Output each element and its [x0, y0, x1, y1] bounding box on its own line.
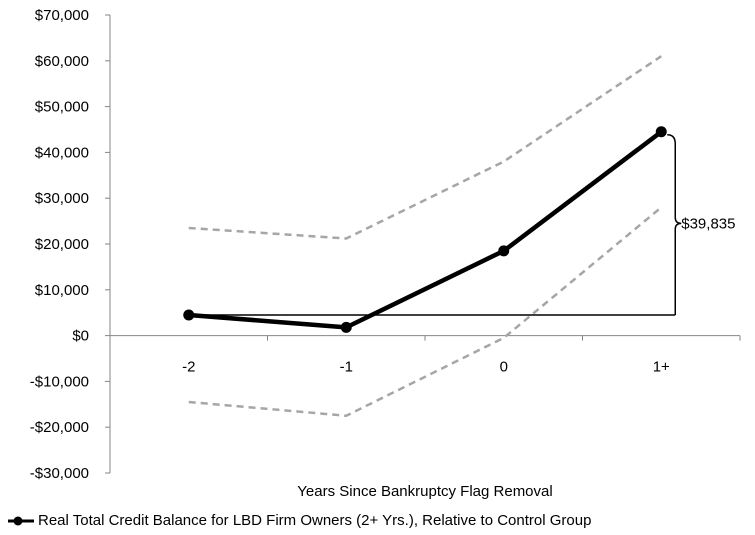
line-chart: $70,000 $60,000 $50,000 $40,000 $30,000 $20,0… — [30, 7, 741, 500]
lower-bound-line — [188, 206, 663, 418]
y-tick-label: -$30,000 — [30, 465, 89, 482]
y-tick-label: -$10,000 — [30, 373, 89, 390]
legend-series-marker — [8, 516, 34, 525]
y-tick-label: -$20,000 — [30, 419, 89, 436]
y-tick-label: $60,000 — [35, 53, 89, 70]
difference-bracket — [667, 134, 682, 315]
difference-label: $39,835 — [681, 215, 735, 232]
y-tick-label: $20,000 — [35, 236, 89, 253]
annotation-layer: $39,835 — [188, 134, 735, 316]
legend: Real Total Credit Balance for LBD Firm O… — [6, 512, 591, 529]
upper-bound-line — [188, 55, 662, 240]
x-axis-title: Years Since Bankruptcy Flag Removal — [297, 483, 552, 500]
y-tick-label: $70,000 — [35, 7, 89, 24]
x-tick-label: -1 — [340, 359, 353, 376]
x-tick-label: 1+ — [653, 359, 670, 376]
main-series-point — [340, 321, 352, 333]
y-tick-label: $40,000 — [35, 144, 89, 161]
series-layer — [183, 55, 667, 418]
legend-series-label: Real Total Credit Balance for LBD Firm O… — [38, 512, 592, 529]
main-series-line — [188, 129, 663, 330]
main-series-point — [655, 126, 667, 138]
x-tick-label: 0 — [500, 359, 508, 376]
y-tick-label: $50,000 — [35, 99, 89, 116]
chart-axes: $70,000 $60,000 $50,000 $40,000 $30,000 $20,0… — [30, 7, 741, 482]
main-series-point — [498, 245, 510, 257]
y-tick-label: $0 — [72, 328, 89, 345]
x-tick-label: -2 — [182, 359, 195, 376]
y-tick-label: $10,000 — [35, 282, 89, 299]
y-tick-label: $30,000 — [35, 190, 89, 207]
